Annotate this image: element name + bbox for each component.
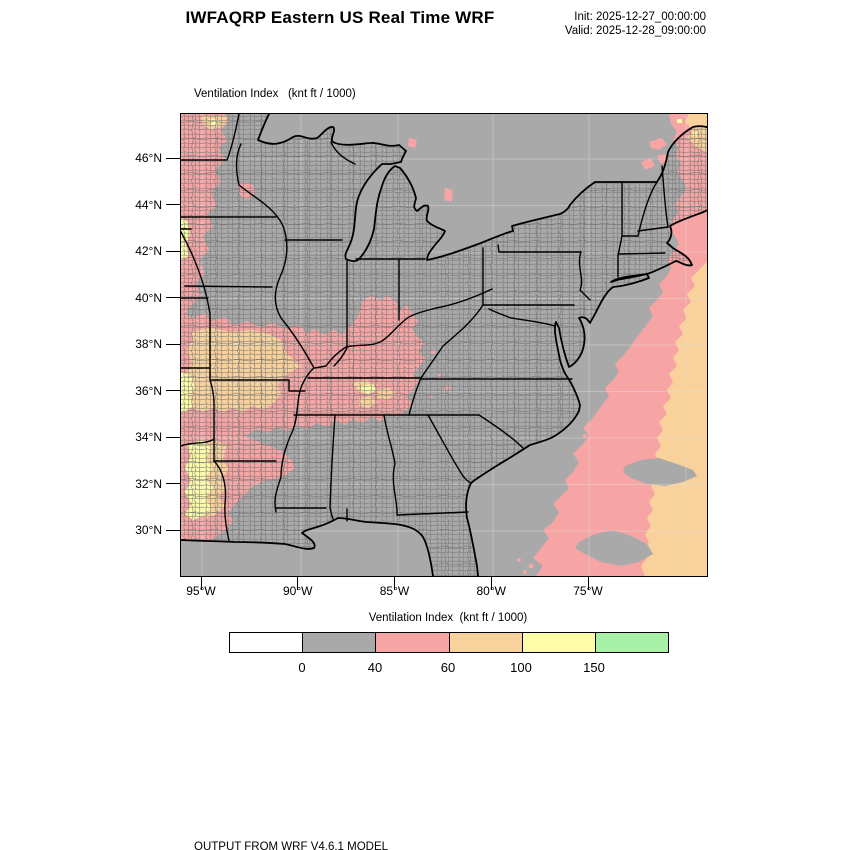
legend-tick-label: 0 — [298, 660, 306, 675]
legend-tick-label: 150 — [583, 660, 605, 675]
lon-tick — [297, 576, 299, 590]
map-variable-label: Ventilation Index (knt ft / 1000) — [194, 88, 356, 100]
lat-tick — [166, 483, 180, 485]
legend-cell-2 — [376, 633, 450, 652]
lon-tick-label: 95°W — [186, 584, 216, 598]
legend-cell-0 — [230, 633, 304, 652]
lat-tick — [166, 157, 180, 159]
map-graphic — [181, 114, 707, 576]
legend-tick-label: 40 — [367, 660, 383, 675]
legend-cell-4 — [522, 633, 596, 652]
lon-tick-label: 80°W — [476, 584, 506, 598]
lat-tick — [166, 390, 180, 392]
legend-cell-1 — [303, 633, 377, 652]
lat-tick — [166, 436, 180, 438]
legend-tick-label: 60 — [440, 660, 456, 675]
lat-tick — [166, 343, 180, 345]
lat-tick-label: 46°N — [135, 151, 162, 165]
state-borders-layer — [181, 114, 669, 542]
lat-tick-label: 36°N — [135, 383, 162, 398]
lon-tick-label: 75°W — [573, 584, 603, 598]
lat-tick-label: 30°N — [135, 523, 162, 537]
legend-title: Ventilation Index (knt ft / 1000) — [368, 612, 528, 624]
legend-cell-3 — [449, 633, 523, 652]
coastline-layer — [181, 114, 707, 576]
footer-model-line: OUTPUT FROM WRF V4.6.1 MODEL — [194, 841, 389, 850]
lon-tick-label: 90°W — [283, 584, 313, 598]
lat-tick-label: 34°N — [135, 430, 162, 444]
lat-tick — [166, 529, 180, 531]
lon-tick — [394, 576, 396, 590]
lat-tick-label: 44°N — [135, 197, 162, 212]
lon-tick — [490, 576, 492, 590]
init-timestamp: Init: 2025-12-27_00:00:00 — [574, 11, 706, 23]
lon-tick — [200, 576, 202, 590]
map-frame — [180, 113, 708, 577]
lat-tick-label: 42°N — [135, 244, 162, 258]
lat-tick — [166, 204, 180, 206]
lat-tick — [166, 250, 180, 252]
page-title: IWFAQRP Eastern US Real Time WRF — [185, 8, 495, 27]
legend-cell-5 — [595, 633, 669, 652]
lat-tick — [166, 297, 180, 299]
lon-tick — [587, 576, 589, 590]
lon-tick-label: 85°W — [379, 584, 410, 598]
legend-tick-label: 100 — [510, 660, 532, 675]
lat-tick-label: 40°N — [135, 290, 162, 305]
lat-tick-label: 32°N — [135, 476, 162, 491]
legend-colorbar — [229, 632, 669, 653]
run-timestamps: Init: 2025-12-27_00:00:00 Valid: 2025-12… — [460, 11, 706, 38]
lat-tick-label: 38°N — [135, 337, 162, 351]
valid-timestamp: Valid: 2025-12-28_09:00:00 — [564, 24, 706, 37]
footer-text: OUTPUT FROM WRF V4.6.1 MODEL WE = 310 ; … — [194, 812, 646, 850]
